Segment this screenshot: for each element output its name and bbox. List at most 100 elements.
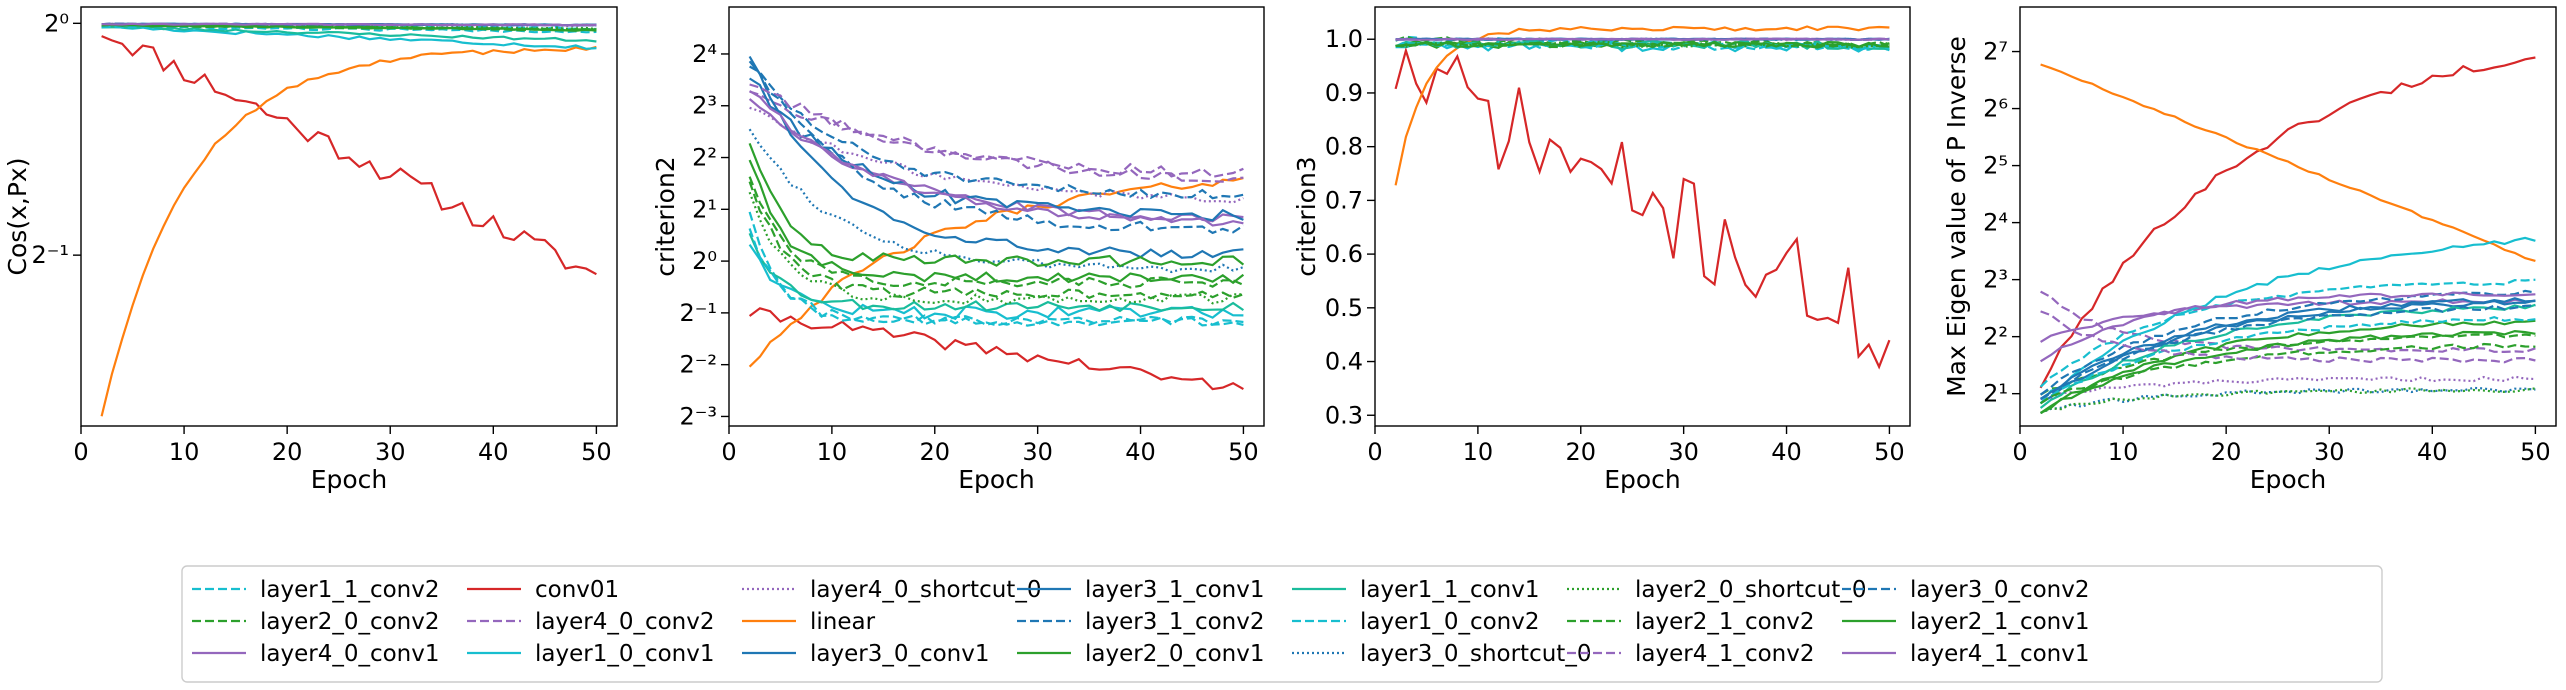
series-line-layer2_1_conv2 (1395, 40, 1890, 49)
x-axis-label: Epoch (958, 465, 1035, 494)
series-line-layer1_0_conv2 (2039, 315, 2536, 405)
series-line-conv01 (748, 307, 1244, 391)
chart-panel-1: 0 10 20 30 40 50 2⁻¹ 2⁰ Epoch Cos(x,Px) (3, 6, 618, 494)
legend-label: linear (810, 609, 876, 635)
series-line-linear (100, 45, 597, 417)
x-axis-label: Epoch (311, 465, 388, 494)
x-tick-label: 20 (919, 438, 950, 466)
y-tick-label: 2⁻¹ (31, 241, 69, 269)
legend-item-layer2_1_conv2: layer2_1_conv2 (1567, 609, 1815, 635)
y-tick-label: 0.6 (1325, 240, 1363, 268)
series-line-layer4_0_conv2 (749, 90, 1244, 179)
axes-frame (1374, 6, 1911, 427)
y-tick-label: 2⁴ (1983, 209, 2008, 237)
series-line-layer3_1_conv1 (749, 77, 1244, 222)
legend-label: layer3_1_conv2 (1085, 609, 1265, 635)
series-line-layer2_0_shortcut_0 (2040, 386, 2536, 415)
legend-label: layer3_1_conv1 (1085, 577, 1265, 603)
x-tick-label: 50 (1874, 438, 1905, 466)
x-tick-label: 20 (272, 438, 303, 466)
y-tick-label: 2⁴ (692, 40, 717, 68)
x-axis-label: Epoch (2250, 465, 2327, 494)
y-axis-label: criterion3 (1292, 156, 1321, 276)
series-line-layer2_1_conv1 (1395, 40, 1890, 49)
legend-item-layer3_0_conv1: layer3_0_conv1 (742, 641, 990, 667)
series-line-layer4_0_conv2 (2040, 290, 2536, 354)
y-tick-label: 2² (692, 144, 717, 172)
series-line-layer2_1_conv2 (2039, 342, 2536, 405)
legend-item-layer4_1_conv2: layer4_1_conv2 (1567, 641, 1815, 667)
legend-label: layer3_0_conv1 (810, 641, 990, 667)
series-line-conv01 (2039, 56, 2536, 389)
legend-item-linear: linear (742, 609, 876, 635)
series-line-layer4_0_conv1 (2040, 298, 2536, 343)
legend-item-layer2_0_conv2: layer2_0_conv2 (192, 609, 440, 635)
series-line-layer4_1_conv1 (1395, 37, 1890, 41)
legend-item-layer1_1_conv1: layer1_1_conv1 (1292, 577, 1540, 603)
series-line-layer1_0_conv2 (748, 228, 1244, 327)
series-line-layer4_0_conv1 (748, 98, 1244, 223)
y-axis-label: criterion2 (651, 156, 680, 276)
y-tick-label: 2³ (1983, 266, 2008, 294)
x-tick-label: 0 (73, 438, 88, 466)
x-tick-label: 20 (2211, 438, 2242, 466)
legend-label: layer2_0_shortcut_0 (1635, 577, 1866, 603)
series-line-layer4_0_shortcut_0 (749, 106, 1244, 204)
x-tick-label: 30 (1022, 438, 1053, 466)
y-tick-label: 2⁷ (1983, 38, 2008, 66)
legend-item-layer3_0_shortcut_0: layer3_0_shortcut_0 (1292, 641, 1591, 667)
series-group (748, 55, 1245, 391)
series-line-layer4_1_conv1 (101, 22, 597, 27)
x-tick-label: 50 (581, 438, 612, 466)
series-line-layer3_0_conv2 (2040, 304, 2536, 400)
series-line-linear (748, 177, 1244, 368)
legend-label: layer2_0_conv1 (1085, 641, 1265, 667)
y-tick-label: 2⁶ (1983, 95, 2008, 123)
series-line-layer3_1_conv1 (2039, 297, 2536, 400)
x-tick-label: 50 (1228, 438, 1259, 466)
axes-frame (728, 6, 1265, 427)
series-line-layer4_1_conv1 (749, 90, 1244, 227)
series-line-layer4_0_shortcut_0 (2040, 375, 2536, 400)
series-line-layer4_1_conv2 (2040, 310, 2536, 364)
legend-label: layer1_1_conv1 (1360, 577, 1540, 603)
series-line-layer2_1_conv1 (748, 142, 1245, 268)
y-tick-label: 0.7 (1325, 186, 1363, 214)
series-line-layer1_0_conv2 (1395, 40, 1890, 52)
y-tick-label: 2⁰ (692, 247, 717, 275)
y-tick-label: 2¹ (1983, 380, 2008, 408)
legend-item-layer1_1_conv2: layer1_1_conv2 (192, 577, 440, 603)
series-line-layer2_1_conv2 (748, 176, 1244, 289)
legend-item-layer3_1_conv1: layer3_1_conv1 (1017, 577, 1265, 603)
x-tick-label: 10 (1463, 438, 1494, 466)
x-tick-label: 40 (478, 438, 509, 466)
series-line-layer2_0_conv2 (748, 181, 1244, 300)
series-line-layer3_0_conv1 (748, 55, 1244, 259)
y-tick-label: 2² (1983, 323, 2008, 351)
legend-item-layer3_1_conv2: layer3_1_conv2 (1017, 609, 1265, 635)
legend-item-layer2_0_shortcut_0: layer2_0_shortcut_0 (1567, 577, 1866, 603)
series-line-layer1_1_conv1 (748, 232, 1245, 313)
series-line-layer3_0_shortcut_0 (2040, 386, 2536, 415)
y-tick-label: 2⁻¹ (679, 299, 717, 327)
series-line-layer2_1_conv1 (2040, 329, 2536, 414)
legend-label: layer1_0_conv2 (1360, 609, 1540, 635)
series-line-linear (2040, 63, 2536, 262)
series-line-conv01 (1394, 46, 1891, 370)
legend-label: conv01 (535, 577, 619, 603)
y-tick-label: 2⁻² (679, 351, 717, 379)
y-tick-label: 0.8 (1325, 133, 1363, 161)
legend-item-layer4_0_conv2: layer4_0_conv2 (467, 609, 715, 635)
series-line-layer2_0_conv1 (748, 159, 1245, 285)
series-line-layer3_1_conv2 (2039, 289, 2536, 396)
series-line-conv01 (101, 35, 597, 276)
legend-label: layer4_1_conv2 (1635, 641, 1815, 667)
series-group (2039, 56, 2536, 415)
y-axis-label: Max Eigen value of P Inverse (1942, 36, 1971, 397)
axes-frame (2019, 6, 2557, 427)
legend-item-layer4_0_conv1: layer4_0_conv1 (192, 641, 440, 667)
legend-label: layer2_1_conv2 (1635, 609, 1815, 635)
chart-panel-4: 0 10 20 30 40 50 2¹ 2² 2³ 2⁴ 2⁵ 2⁶ 2⁷ Epoch Max Eigen … (1942, 6, 2557, 494)
x-tick-label: 30 (1668, 438, 1699, 466)
legend-item-layer3_0_conv2: layer3_0_conv2 (1842, 577, 2090, 603)
